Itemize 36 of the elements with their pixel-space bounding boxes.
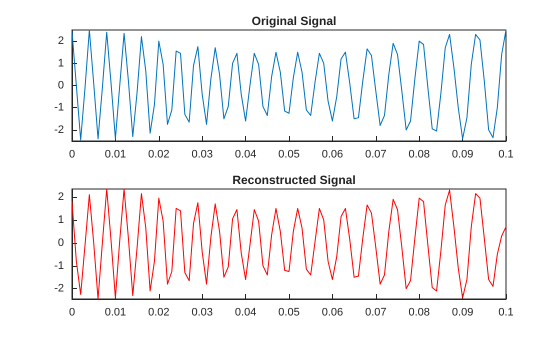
y-tick-label: 1: [58, 214, 64, 226]
y-tick-label: 2: [58, 35, 64, 48]
x-tick-label: 0.07: [365, 306, 387, 318]
y-tick-label: 1: [58, 57, 64, 70]
y-tick-label: -1: [54, 260, 64, 272]
x-tick-label: 0.05: [278, 306, 300, 318]
x-tick-label: 0.04: [234, 306, 256, 318]
x-tick-label: 0.06: [322, 148, 344, 160]
x-tick-label: 0: [68, 306, 76, 318]
x-tick-label: 0.02: [148, 306, 170, 318]
x-tick-label: 0.08: [408, 306, 430, 318]
x-tick-label: 0.06: [322, 306, 344, 318]
line-series: [72, 30, 506, 140]
x-tick-label: 0.02: [148, 148, 170, 160]
x-tick-label: 0.09: [452, 306, 474, 318]
y-tick-label: -2: [54, 282, 64, 295]
y-tick-label: 0: [58, 236, 64, 249]
chart-title: Original Signal: [252, 14, 336, 28]
x-tick-label: 0.07: [365, 148, 387, 160]
x-tick-label: 0.08: [408, 148, 430, 160]
line-series: [72, 188, 506, 300]
x-tick-label: 0: [68, 148, 76, 160]
y-tick-label: 0: [58, 80, 64, 92]
x-tick-label: 0.1: [498, 306, 514, 318]
x-tick-label: 0.04: [234, 148, 256, 160]
x-tick-label: 0.05: [278, 148, 300, 160]
chart-title: Reconstructed Signal: [232, 173, 356, 187]
y-tick-label: 2: [58, 191, 64, 204]
y-tick-label: -1: [54, 102, 64, 114]
x-tick-label: 0.03: [191, 148, 213, 160]
y-tick-label: -2: [54, 124, 64, 136]
x-tick-label: 0.03: [191, 306, 213, 318]
x-tick-label: 0.01: [104, 306, 126, 318]
x-tick-label: 0.09: [452, 148, 474, 160]
x-tick-label: 0.1: [498, 148, 514, 160]
x-tick-label: 0.01: [104, 148, 126, 160]
